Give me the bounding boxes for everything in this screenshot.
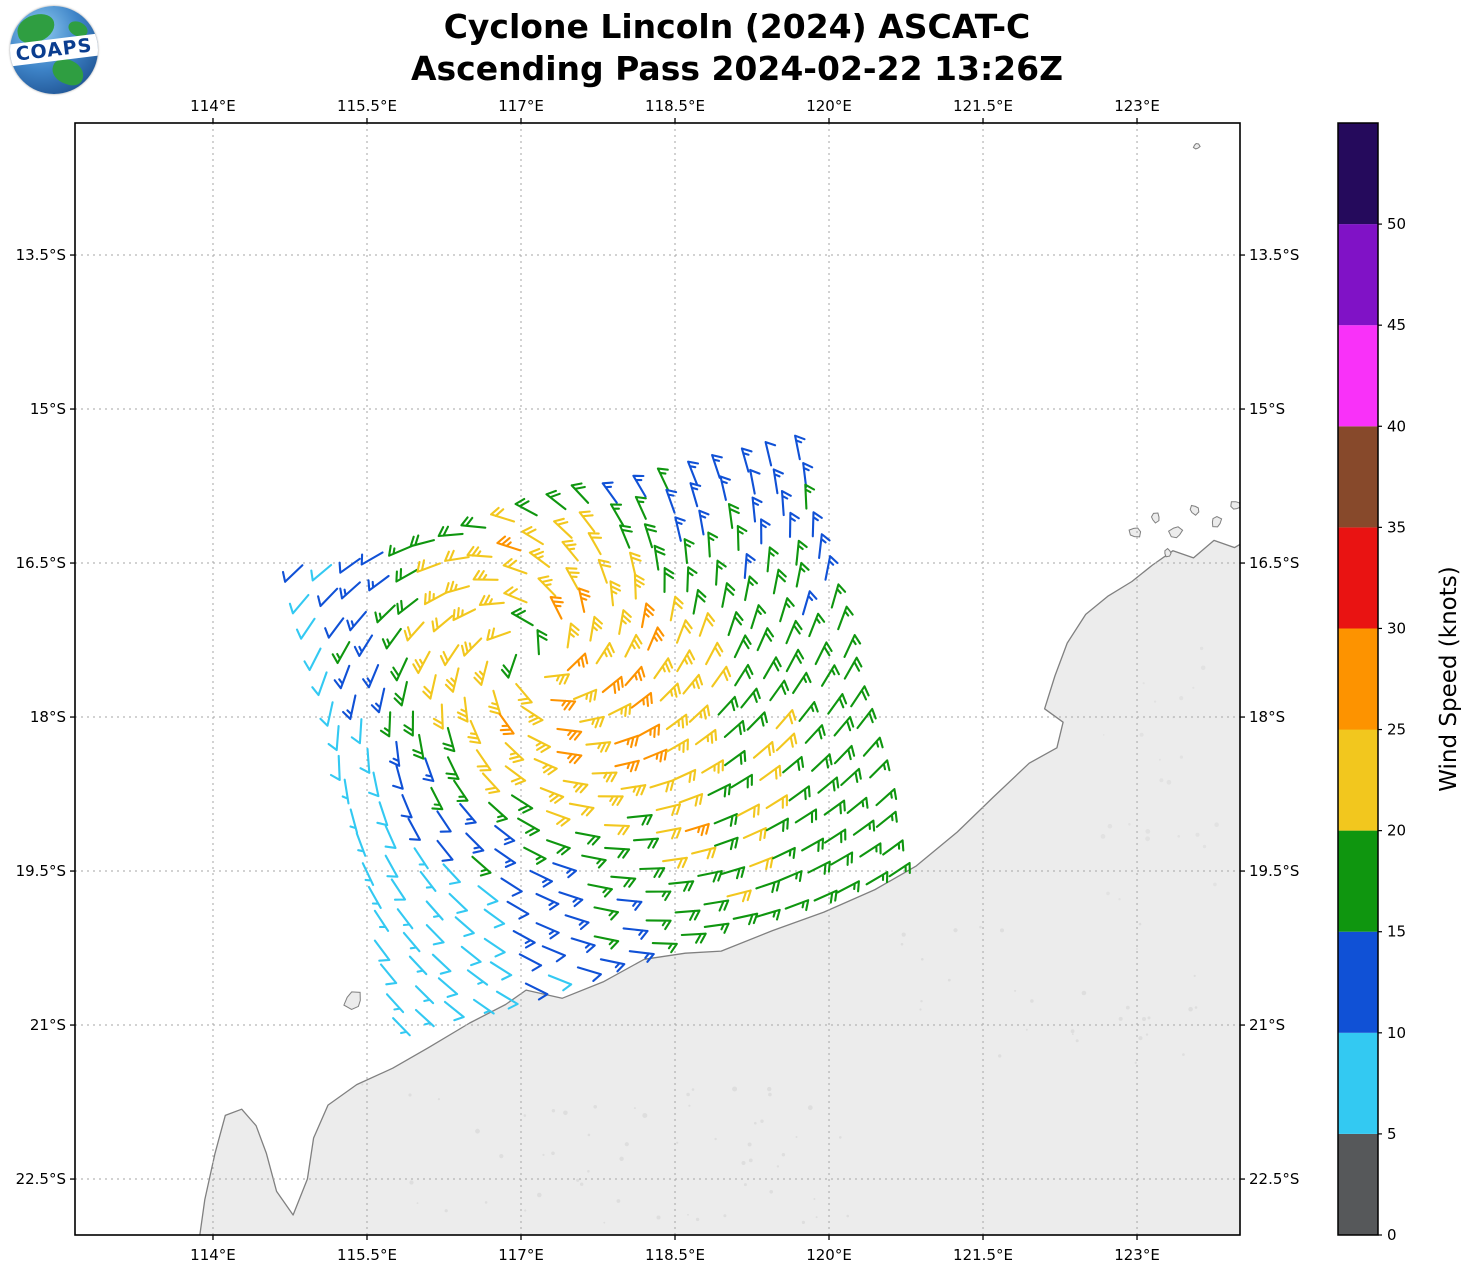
axis-ticks [70, 118, 1245, 1240]
y-tick-label-right: 19.5°S [1249, 862, 1299, 880]
island [1192, 142, 1201, 150]
colorbar-segment [1338, 931, 1378, 1033]
y-tick-label-left: 16.5°S [16, 554, 66, 572]
coaps-logo: COAPS [10, 6, 98, 94]
island [1167, 526, 1184, 539]
island [1150, 512, 1160, 524]
y-tick-label-left: 13.5°S [16, 246, 66, 264]
island [1230, 501, 1240, 510]
title-block: Cyclone Lincoln (2024) ASCAT-C Ascending… [0, 6, 1474, 89]
wind-barbs [281, 434, 911, 1037]
x-tick-label-bottom: 117°E [498, 1246, 544, 1264]
chart-title: Cyclone Lincoln (2024) ASCAT-C [443, 7, 1031, 46]
y-tick-label-left: 18°S [30, 708, 66, 726]
chart-subtitle: Ascending Pass 2024-02-22 13:26Z [410, 48, 1064, 88]
colorbar-segment [1338, 426, 1378, 528]
x-tick-label-bottom: 121.5°E [953, 1246, 1013, 1264]
colorbar-segment [1338, 325, 1378, 427]
y-tick-label-right: 13.5°S [1249, 246, 1299, 264]
colorbar-border [1337, 122, 1379, 1236]
colorbar-tick-label: 30 [1387, 619, 1406, 637]
colorbar-axis-label: Wind Speed (knots) [1436, 566, 1462, 792]
colorbar-segment [1338, 729, 1378, 831]
map-layer [199, 142, 1240, 1235]
colorbar-segment [1338, 830, 1378, 932]
colorbar-tick-label: 20 [1387, 822, 1406, 840]
x-tick-label-bottom: 118.5°E [645, 1246, 705, 1264]
colorbar-segment [1338, 1032, 1378, 1134]
x-tick-label-top: 117°E [498, 97, 544, 115]
plot-border [74, 122, 1241, 1236]
mainland-coastline [199, 539, 1240, 1235]
x-tick-label-top: 123°E [1114, 97, 1160, 115]
colorbar-tick-label: 40 [1387, 417, 1406, 435]
y-tick-label-right: 18°S [1249, 708, 1285, 726]
x-tick-label-bottom: 115.5°E [337, 1246, 397, 1264]
y-tick-label-right: 15°S [1249, 400, 1285, 418]
x-tick-label-bottom: 114°E [190, 1246, 236, 1264]
island [1164, 547, 1172, 558]
colorbar-tick-label: 10 [1387, 1024, 1406, 1042]
y-tick-label-right: 22.5°S [1249, 1170, 1299, 1188]
colorbar-tick-label: 25 [1387, 721, 1406, 739]
y-tick-label-right: 16.5°S [1249, 554, 1299, 572]
axis-labels: 114°E 114°E 115.5°E 115.5°E 117°E 117°E 118.5°… [16, 97, 1300, 1264]
colorbar: 0 5 10 15 20 25 30 35 40 45 50 [1337, 122, 1406, 1244]
x-tick-label-top: 120°E [806, 97, 852, 115]
colorbar-segment [1338, 628, 1378, 730]
y-tick-label-left: 22.5°S [16, 1170, 66, 1188]
colorbar-tick-label: 45 [1387, 316, 1406, 334]
x-tick-label-bottom: 123°E [1114, 1246, 1160, 1264]
colorbar-tick-label: 15 [1387, 923, 1406, 941]
colorbar-segment [1338, 123, 1378, 225]
x-tick-label-top: 115.5°E [337, 97, 397, 115]
x-tick-label-bottom: 120°E [806, 1246, 852, 1264]
colorbar-segment [1338, 224, 1378, 326]
y-tick-label-left: 19.5°S [16, 862, 66, 880]
island [1128, 527, 1142, 538]
colorbar-tick-label: 50 [1387, 215, 1406, 233]
y-tick-label-left: 21°S [30, 1016, 66, 1034]
x-tick-label-top: 114°E [190, 97, 236, 115]
colorbar-segment [1338, 1133, 1378, 1235]
colorbar-tick-label: 35 [1387, 518, 1406, 536]
island [1189, 504, 1200, 516]
x-tick-label-top: 121.5°E [953, 97, 1013, 115]
island [343, 991, 361, 1010]
colorbar-segment [1338, 527, 1378, 629]
y-tick-label-right: 21°S [1249, 1016, 1285, 1034]
colorbar-tick-label: 0 [1387, 1226, 1397, 1244]
x-tick-label-top: 118.5°E [645, 97, 705, 115]
y-tick-label-left: 15°S [30, 400, 66, 418]
colorbar-tick-label: 5 [1387, 1125, 1397, 1143]
island [1211, 516, 1223, 528]
